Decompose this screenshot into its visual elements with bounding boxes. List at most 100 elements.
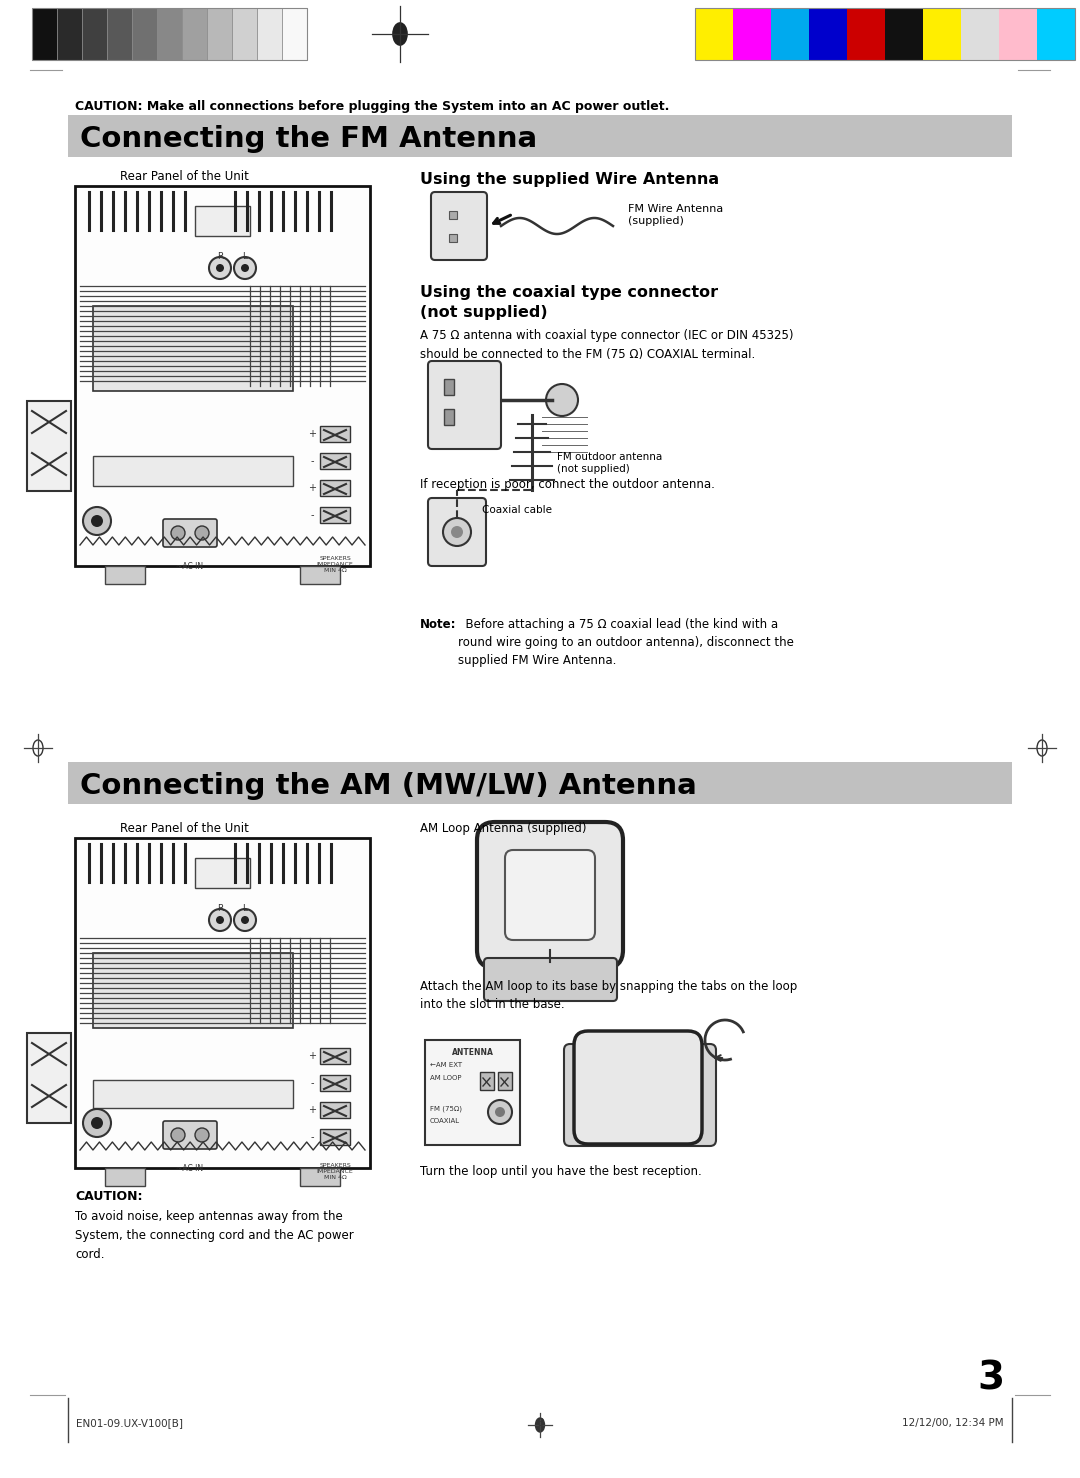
Bar — [320, 1129, 350, 1145]
Bar — [195, 859, 249, 888]
Circle shape — [546, 384, 578, 415]
Text: Connecting the AM (MW/LW) Antenna: Connecting the AM (MW/LW) Antenna — [80, 772, 697, 800]
Circle shape — [171, 1128, 185, 1142]
Bar — [733, 7, 771, 61]
Circle shape — [495, 1107, 505, 1117]
Text: Note:: Note: — [420, 618, 457, 631]
Bar — [282, 7, 307, 61]
Bar — [696, 7, 1075, 61]
Text: (not supplied): (not supplied) — [420, 304, 548, 321]
Text: Using the coaxial type connector: Using the coaxial type connector — [420, 285, 718, 300]
Bar — [93, 457, 293, 486]
Text: 3: 3 — [977, 1360, 1005, 1398]
Bar — [195, 205, 249, 236]
FancyBboxPatch shape — [431, 192, 487, 260]
Text: Rear Panel of the Unit: Rear Panel of the Unit — [120, 170, 248, 183]
Text: FM outdoor antenna
(not supplied): FM outdoor antenna (not supplied) — [557, 452, 662, 473]
Bar — [232, 7, 257, 61]
Bar — [320, 1075, 350, 1091]
Bar — [300, 1168, 340, 1185]
Bar — [75, 186, 370, 566]
Bar — [771, 7, 809, 61]
Text: SPEAKERS
IMPEDANCE
MIN 4Ω: SPEAKERS IMPEDANCE MIN 4Ω — [316, 1163, 353, 1179]
Circle shape — [241, 916, 249, 924]
Bar — [449, 211, 457, 219]
Circle shape — [216, 265, 224, 272]
Text: Attach the AM loop to its base by snapping the tabs on the loop
into the slot in: Attach the AM loop to its base by snappi… — [420, 980, 797, 1011]
Text: Rear Panel of the Unit: Rear Panel of the Unit — [120, 822, 248, 835]
Bar — [207, 7, 232, 61]
Text: -: - — [310, 1132, 314, 1142]
Circle shape — [241, 265, 249, 272]
Bar — [105, 566, 145, 584]
Text: AM LOOP: AM LOOP — [430, 1075, 461, 1080]
Text: SPEAKERS
IMPEDANCE
MIN 4Ω: SPEAKERS IMPEDANCE MIN 4Ω — [316, 556, 353, 572]
Bar — [32, 7, 307, 61]
Text: -: - — [310, 457, 314, 466]
Bar — [68, 763, 1012, 804]
Bar — [847, 7, 885, 61]
Text: 12/12/00, 12:34 PM: 12/12/00, 12:34 PM — [903, 1417, 1004, 1428]
Text: COAXIAL: COAXIAL — [430, 1117, 460, 1123]
Bar — [107, 7, 132, 61]
Bar — [320, 426, 350, 442]
Bar — [809, 7, 847, 61]
Circle shape — [195, 1128, 210, 1142]
FancyBboxPatch shape — [505, 850, 595, 940]
Text: If reception is poor, connect the outdoor antenna.: If reception is poor, connect the outdoo… — [420, 477, 715, 491]
Circle shape — [210, 909, 231, 931]
Text: FM Wire Antenna
(supplied): FM Wire Antenna (supplied) — [627, 204, 724, 226]
Text: ANTENNA: ANTENNA — [453, 1048, 494, 1057]
FancyBboxPatch shape — [573, 1032, 702, 1144]
Text: L: L — [243, 905, 247, 913]
Text: +: + — [308, 429, 316, 439]
Bar — [320, 1048, 350, 1064]
Ellipse shape — [393, 24, 407, 44]
Bar — [480, 1072, 494, 1089]
Text: EN01-09.UX-V100[B]: EN01-09.UX-V100[B] — [76, 1417, 183, 1428]
Bar — [27, 401, 71, 491]
FancyBboxPatch shape — [163, 519, 217, 547]
FancyBboxPatch shape — [428, 498, 486, 566]
Text: +: + — [308, 1106, 316, 1114]
Circle shape — [234, 909, 256, 931]
Bar — [498, 1072, 512, 1089]
Circle shape — [488, 1100, 512, 1123]
Text: +: + — [308, 483, 316, 494]
Bar — [696, 7, 733, 61]
Circle shape — [171, 526, 185, 539]
Text: To avoid noise, keep antennas away from the
System, the connecting cord and the : To avoid noise, keep antennas away from … — [75, 1210, 354, 1261]
Text: CAUTION: Make all connections before plugging the System into an AC power outlet: CAUTION: Make all connections before plu… — [75, 101, 670, 112]
Text: FM (75Ω): FM (75Ω) — [430, 1106, 462, 1111]
Circle shape — [83, 507, 111, 535]
FancyBboxPatch shape — [477, 822, 623, 968]
Text: L: L — [243, 253, 247, 262]
Text: AM Loop Antenna (supplied): AM Loop Antenna (supplied) — [420, 822, 586, 835]
Text: -: - — [310, 510, 314, 520]
Circle shape — [451, 526, 463, 538]
Text: R: R — [217, 905, 224, 913]
Bar — [320, 1103, 350, 1117]
Circle shape — [210, 257, 231, 279]
Bar — [320, 452, 350, 469]
Bar — [183, 7, 207, 61]
Text: ~AC IN: ~AC IN — [176, 1165, 203, 1174]
Bar — [999, 7, 1037, 61]
Text: Turn the loop until you have the best reception.: Turn the loop until you have the best re… — [420, 1165, 702, 1178]
Bar — [426, 1041, 519, 1145]
Ellipse shape — [536, 1417, 544, 1432]
Circle shape — [83, 1108, 111, 1137]
Bar — [105, 1168, 145, 1185]
Bar — [320, 480, 350, 497]
FancyBboxPatch shape — [428, 361, 501, 449]
Bar — [257, 7, 282, 61]
Text: ←AM EXT: ←AM EXT — [430, 1063, 462, 1069]
Text: R: R — [217, 253, 224, 262]
Text: CAUTION:: CAUTION: — [75, 1190, 143, 1203]
FancyBboxPatch shape — [564, 1043, 716, 1145]
Text: -: - — [310, 1077, 314, 1088]
Bar — [300, 566, 340, 584]
Bar — [32, 7, 57, 61]
Bar — [444, 409, 454, 426]
FancyBboxPatch shape — [484, 958, 617, 1001]
